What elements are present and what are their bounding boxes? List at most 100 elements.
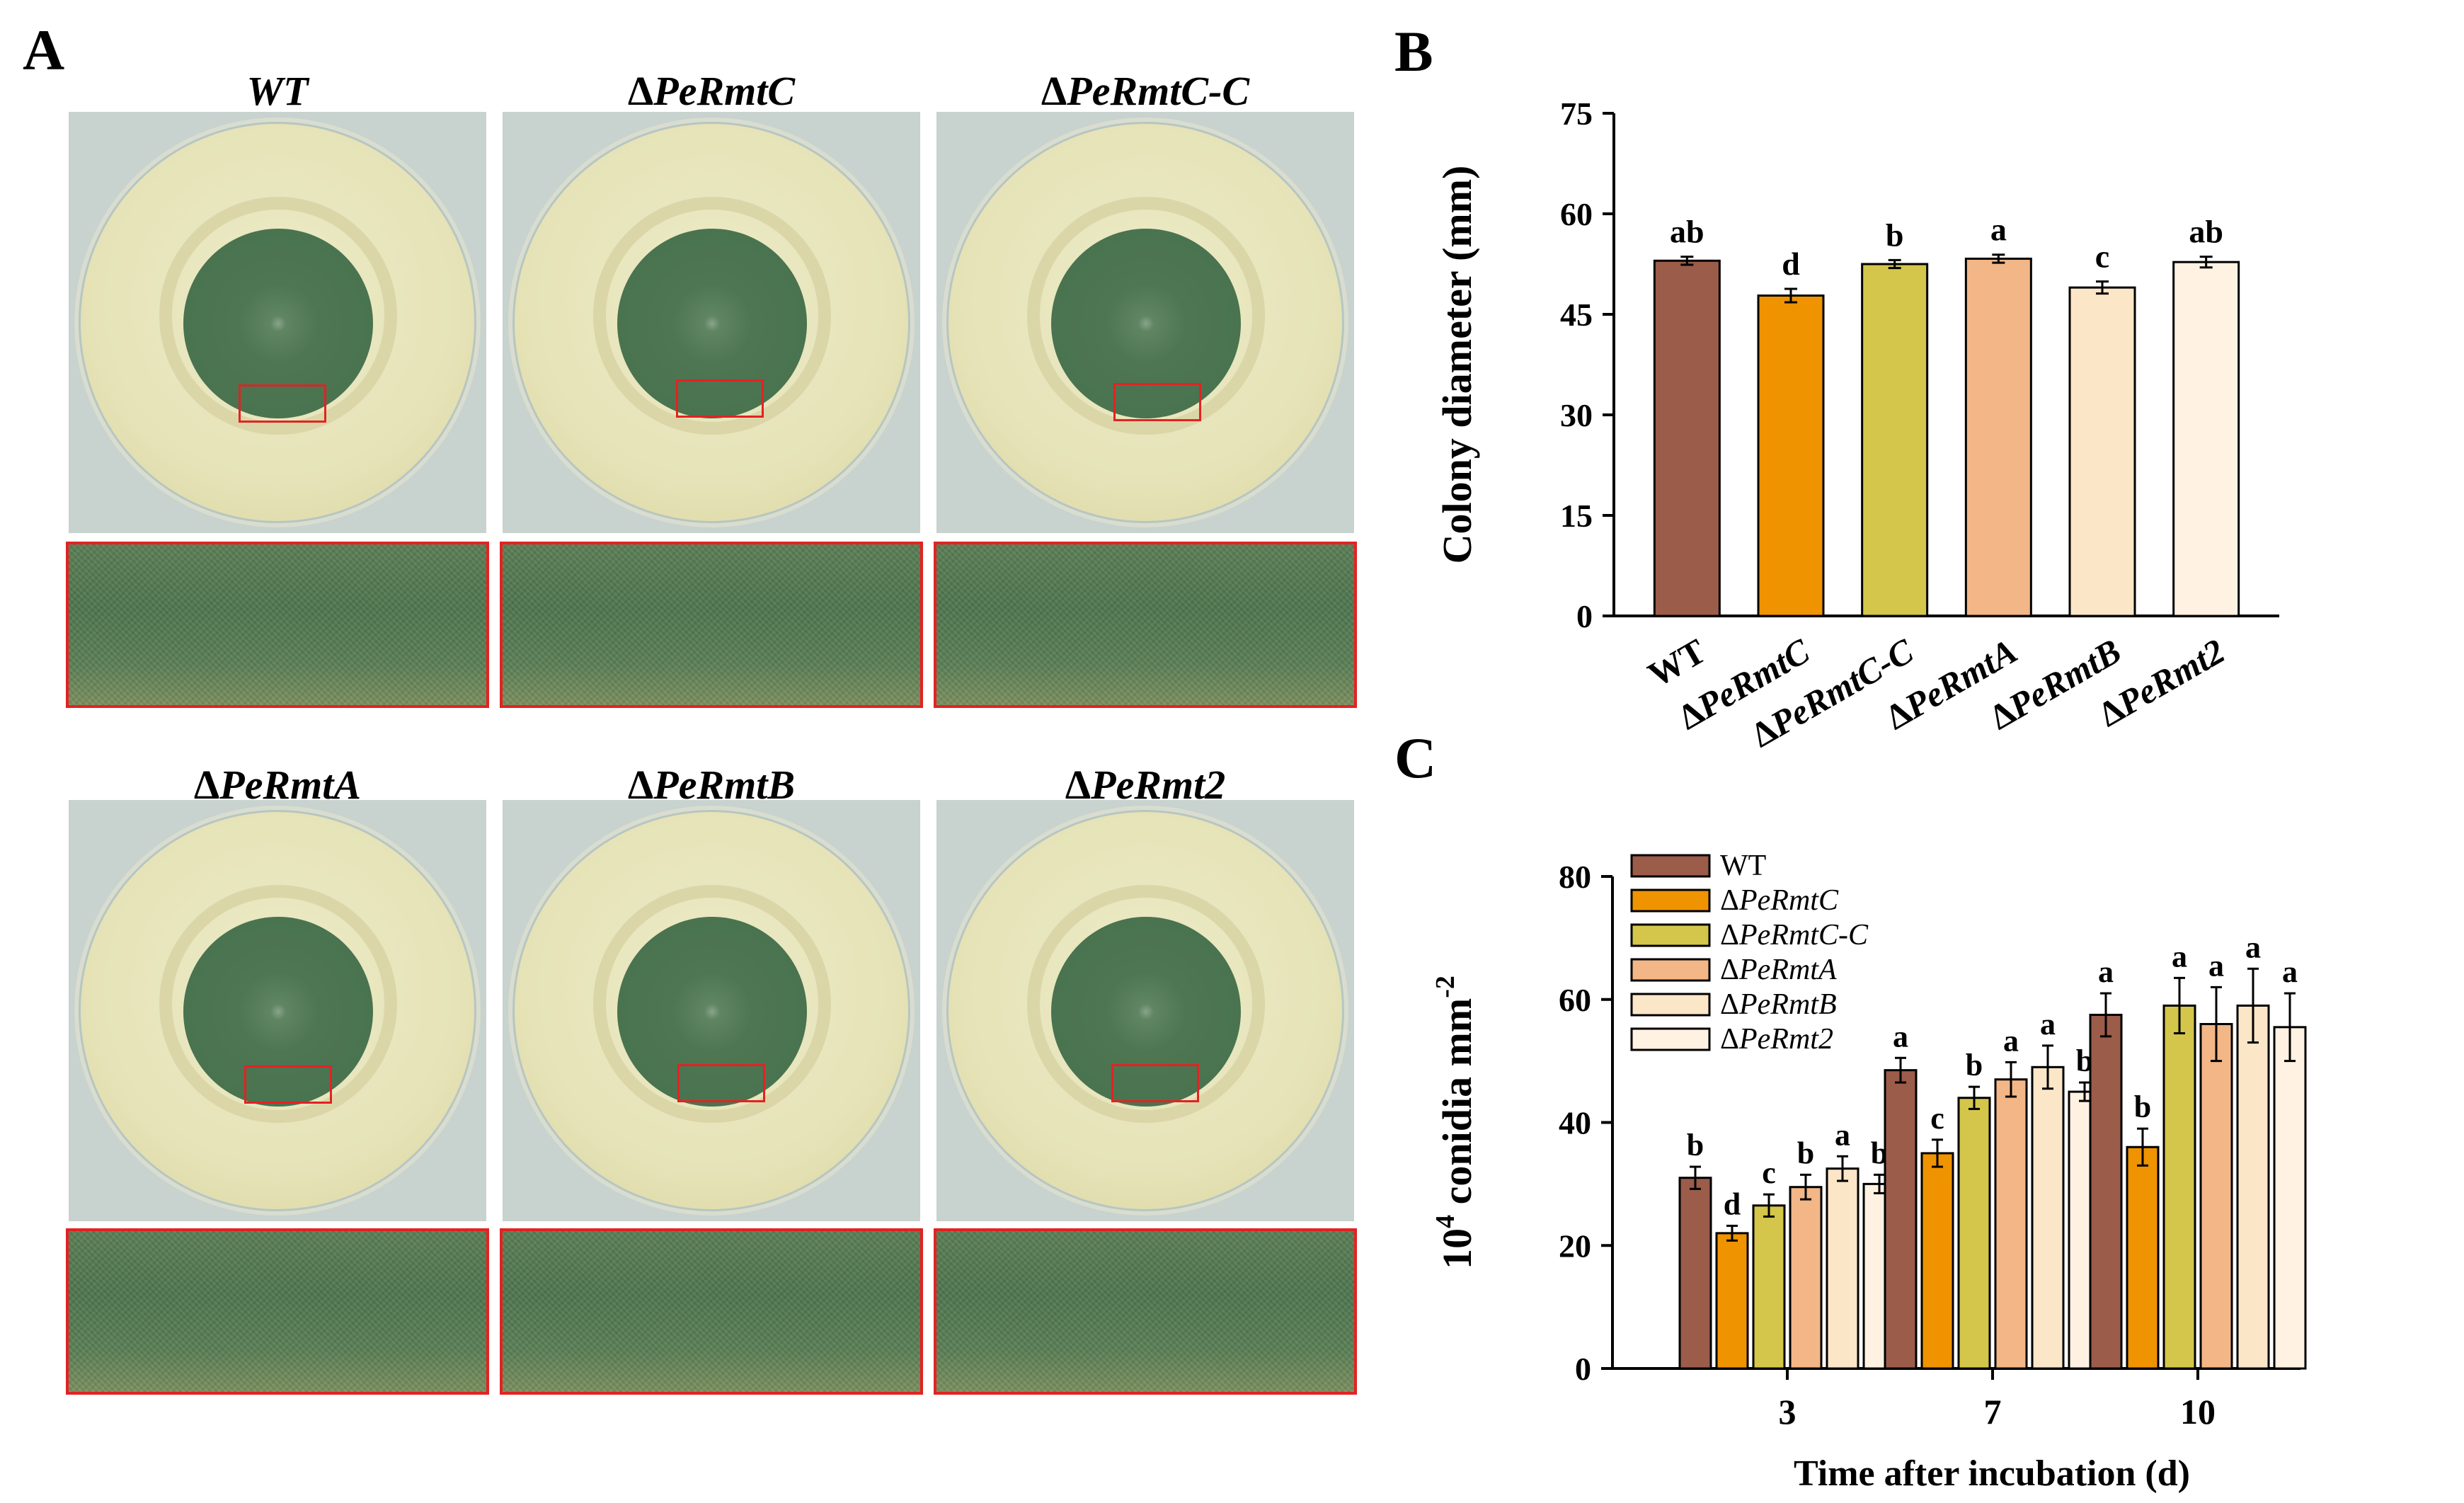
bar-1 [1920, 1152, 1954, 1370]
legend-label: ΔPeRmtC [1720, 884, 1839, 917]
fungal-colony [183, 229, 373, 418]
fungal-colony [1051, 917, 1241, 1107]
significance-letter: c [2095, 239, 2109, 275]
zoom-region-box [239, 384, 326, 423]
bar-0 [1884, 1069, 1918, 1370]
fungal-colony [183, 917, 373, 1107]
significance-letter: a [1835, 1117, 1850, 1152]
panel-a-letter: A [23, 18, 65, 82]
zoom-region-box [1113, 383, 1201, 421]
bar-1 [1757, 294, 1825, 617]
x-axis-label: Time after incubation (d) [1794, 1453, 2190, 1494]
fungal-colony [1051, 229, 1241, 418]
significance-letter: c [1930, 1101, 1944, 1136]
plate-label-strain: PeRmtC [653, 68, 796, 114]
legend-swatch [1630, 958, 1711, 982]
petri-dish-photo [69, 112, 486, 533]
petri-dish-photo [936, 800, 1354, 1221]
significance-letter: a [2040, 1007, 2056, 1041]
petri-dish-photo [503, 800, 920, 1221]
y-tick-label: 0 [1576, 598, 1593, 634]
bar-2 [2162, 1004, 2196, 1370]
y-tick-label: 20 [1559, 1228, 1591, 1264]
bar-2 [1861, 263, 1929, 617]
plate-label-prefix: Δ [627, 68, 654, 114]
significance-letter: ab [2189, 214, 2223, 250]
significance-letter: a [2245, 930, 2261, 964]
significance-letter: b [1797, 1136, 1814, 1170]
colony-edge-zoom [66, 542, 489, 708]
y-tick-label: 60 [1559, 982, 1591, 1018]
plate-label-strain: PeRmtC-C [1067, 68, 1250, 114]
zoom-region-box [244, 1065, 332, 1104]
panel-c-letter: C [1394, 726, 1436, 790]
significance-letter: a [2172, 939, 2187, 973]
significance-letter: a [1893, 1019, 1908, 1053]
bar-4 [1826, 1167, 1860, 1370]
x-tick-label: 3 [1779, 1392, 1797, 1431]
significance-letter: a [2208, 948, 2224, 983]
legend-swatch [1630, 1027, 1711, 1051]
bar-3 [2199, 1023, 2233, 1370]
legend-swatch [1630, 888, 1711, 913]
significance-letter: b [1966, 1048, 1983, 1082]
bar-3 [1964, 257, 2032, 617]
significance-letter: b [2134, 1090, 2151, 1124]
bar-4 [2031, 1065, 2065, 1370]
significance-letter: ab [1670, 214, 1704, 250]
petri-dish-photo [936, 112, 1354, 533]
colony-edge-zoom [500, 542, 923, 708]
legend-swatch [1630, 923, 1711, 947]
panel-b-letter: B [1394, 19, 1433, 84]
x-tick-label: 10 [2180, 1392, 2216, 1431]
bar-5 [2273, 1026, 2307, 1370]
plate-label: ΔPeRmtC [499, 67, 924, 115]
colony-edge-zoom [66, 1228, 489, 1395]
significance-letter: d [1782, 246, 1800, 282]
colony-edge-zoom [500, 1228, 923, 1395]
significance-letter: a [2003, 1023, 2019, 1058]
significance-letter: b [1687, 1128, 1704, 1162]
legend-label: ΔPeRmt2 [1720, 1023, 1833, 1056]
bar-1 [1715, 1232, 1749, 1370]
significance-letter: c [1762, 1155, 1776, 1190]
chart-c: C 0 20 40 60 80 104 conidia mm-2 Time after inc… [1394, 726, 2307, 1494]
y-tick-label: 80 [1559, 859, 1591, 895]
colony-edge-zoom [934, 1228, 1357, 1395]
y-axis-label: 104 conidia mm-2 [1431, 976, 1480, 1269]
bar-2 [1752, 1204, 1786, 1370]
y-tick-label: 0 [1575, 1351, 1591, 1387]
significance-letter: b [1886, 217, 1904, 253]
bar-1 [2126, 1145, 2160, 1370]
zoom-region-box [677, 1064, 765, 1102]
legend-label: ΔPeRmtC-C [1720, 919, 1869, 951]
petri-dish-photo [69, 800, 486, 1221]
y-tick-label: 75 [1560, 96, 1593, 132]
colony-edge-zoom [934, 542, 1357, 708]
fungal-colony [617, 917, 807, 1107]
significance-letter: a [1990, 212, 2007, 248]
legend-label: WT [1720, 850, 1766, 882]
y-axis-label: Colony diameter (mm) [1434, 166, 1480, 564]
legend-label: ΔPeRmtA [1720, 954, 1837, 986]
bar-4 [2236, 1004, 2270, 1370]
zoom-region-box [676, 379, 764, 418]
bar-2 [1957, 1097, 1991, 1370]
bar-0 [2089, 1013, 2123, 1370]
petri-dish-photo [503, 112, 920, 533]
bar-4 [2068, 286, 2136, 617]
bar-0 [1653, 259, 1721, 617]
x-tick-label: 7 [1984, 1392, 2002, 1431]
y-tick-label: 15 [1560, 498, 1593, 534]
y-tick-label: 60 [1560, 196, 1593, 232]
significance-letter: d [1724, 1187, 1741, 1221]
significance-letter: a [2098, 954, 2114, 989]
fungal-colony [617, 229, 807, 418]
plate-label-strain: WT [246, 68, 309, 114]
y-tick-label: 40 [1559, 1105, 1591, 1141]
y-tick-label: 45 [1560, 297, 1593, 333]
bar-3 [1994, 1078, 2028, 1370]
y-tick-label: 30 [1560, 397, 1593, 433]
legend-swatch [1630, 854, 1711, 878]
